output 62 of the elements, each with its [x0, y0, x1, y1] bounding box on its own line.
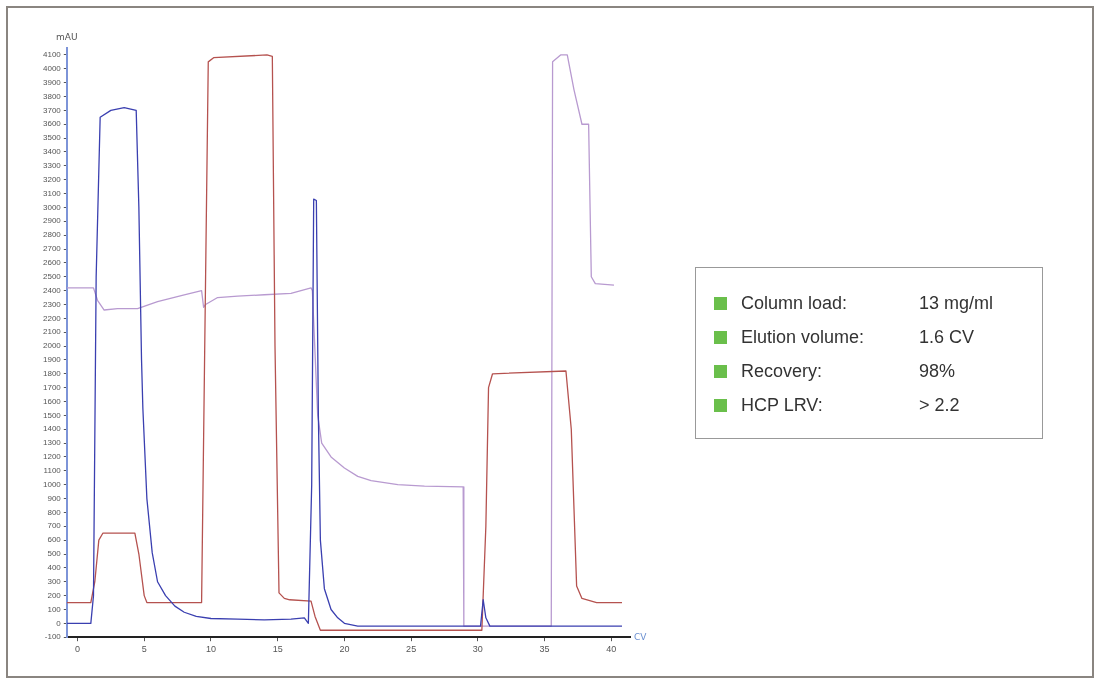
y-tick-label: 500: [47, 549, 62, 559]
y-tick-label: 1500: [43, 410, 62, 420]
y-tick-label: 2600: [43, 258, 62, 268]
y-tick-label: 1700: [43, 382, 62, 392]
y-tick-label: 1800: [43, 369, 62, 378]
y-tick-label: 4100: [43, 50, 62, 60]
y-tick-label: 3900: [43, 77, 62, 87]
x-tick-label: 30: [472, 644, 483, 655]
y-tick-label: 2500: [43, 271, 62, 281]
y-tick-label: 1000: [43, 479, 62, 489]
y-tick-label: 3400: [43, 147, 62, 157]
y-tick-label: 3800: [43, 91, 62, 101]
y-tick-label: 1400: [43, 424, 62, 434]
y-tick-label: 400: [47, 563, 62, 573]
y-tick-label: 300: [47, 576, 62, 586]
y-tick-label: -100: [44, 632, 62, 642]
y-axis-title: mAU: [56, 31, 78, 42]
y-tick-label: 2800: [43, 230, 62, 240]
y-tick-label: 700: [47, 521, 62, 531]
text: 98%: [919, 360, 956, 382]
text: Column load:: [741, 292, 849, 314]
y-tick-label: 1100: [43, 466, 62, 476]
y-tick-label: 3500: [43, 133, 62, 143]
y-tick-label: 3600: [43, 119, 62, 129]
y-tick-label: 1300: [43, 438, 62, 448]
y-tick-label: 1900: [43, 355, 62, 365]
y-tick-label: 3700: [43, 105, 62, 115]
text: Elution volume:: [741, 326, 866, 348]
y-tick-label: 800: [47, 507, 62, 517]
x-tick-label: 10: [205, 644, 216, 655]
y-tick-label: 0: [56, 618, 62, 628]
x-tick-label: 5: [141, 644, 147, 655]
y-tick-label: 4000: [43, 64, 62, 73]
text: Recovery:: [741, 360, 824, 382]
y-tick-label: 3300: [43, 161, 62, 171]
y-tick-label: 2700: [43, 244, 62, 254]
x-tick-label: 25: [406, 644, 417, 655]
y-tick-label: 2400: [43, 285, 62, 295]
x-tick-label: 15: [272, 644, 283, 655]
x-axis-title: CV: [634, 631, 648, 642]
y-tick-label: 3000: [43, 202, 62, 212]
y-tick-label: 2900: [43, 216, 62, 226]
text: HCP LRV:: [741, 394, 824, 416]
y-tick-label: 2000: [43, 341, 62, 351]
y-tick-label: 2200: [43, 313, 62, 323]
y-tick-label: 3100: [43, 188, 62, 198]
x-tick-label: 35: [539, 644, 550, 655]
y-tick-label: 900: [47, 493, 62, 503]
y-tick-label: 600: [47, 535, 62, 545]
x-tick-label: 20: [339, 644, 350, 655]
text: > 2.2: [919, 394, 960, 416]
y-tick-label: 3200: [43, 174, 62, 184]
text: 13 mg/ml: [919, 292, 994, 314]
y-tick-label: 2300: [43, 299, 62, 309]
y-tick-label: 200: [47, 590, 62, 600]
y-tick-label: 2100: [43, 327, 62, 337]
y-tick-label: 1600: [43, 396, 62, 406]
x-tick-label: 0: [74, 644, 80, 655]
y-tick-label: 1200: [43, 452, 62, 462]
x-tick-label: 40: [606, 644, 617, 655]
y-tick-label: 100: [47, 604, 62, 614]
text: 1.6 CV: [919, 326, 975, 348]
